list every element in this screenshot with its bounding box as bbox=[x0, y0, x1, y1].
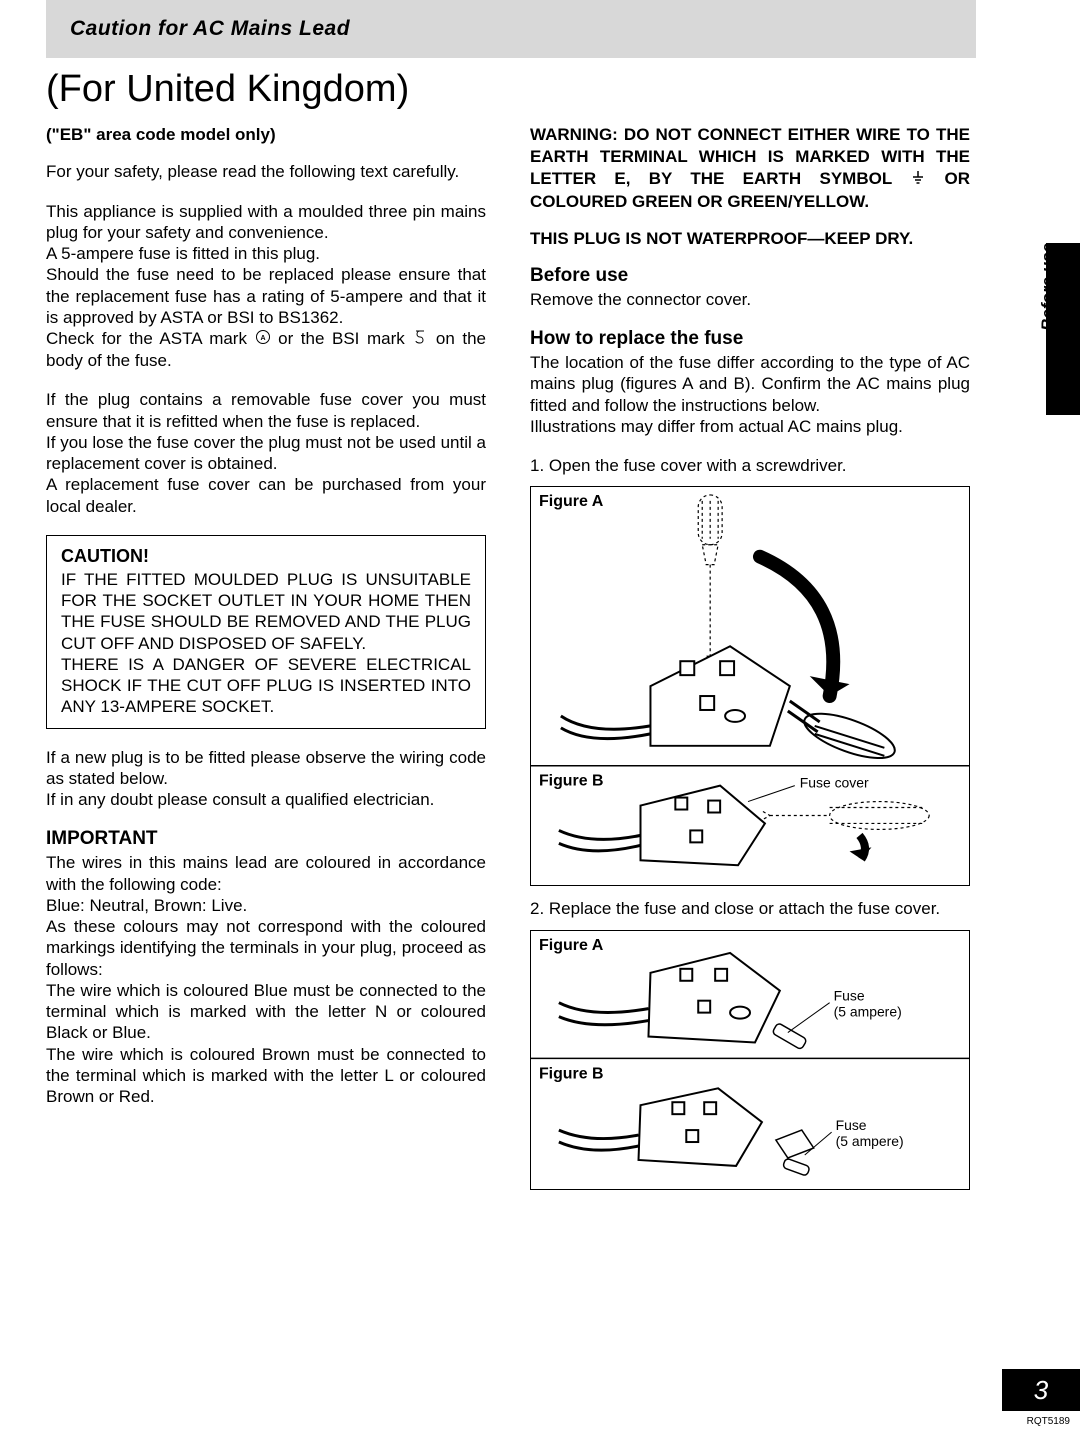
p2b: A 5-ampere fuse is fitted in this plug. bbox=[46, 243, 486, 264]
p2a: This appliance is supplied with a moulde… bbox=[46, 201, 486, 244]
imp2: Blue: Neutral, Brown: Live. bbox=[46, 895, 486, 916]
fuseA-amp: (5 ampere) bbox=[834, 1003, 902, 1019]
asta-mark-icon: A bbox=[255, 329, 271, 350]
figure-box-2: Figure A Fuse (5 ampere) Figure B bbox=[530, 930, 970, 1190]
imp5: The wire which is coloured Brown must be… bbox=[46, 1044, 486, 1108]
p3a: If the plug contains a removable fuse co… bbox=[46, 389, 486, 432]
eb-note: ("EB" area code model only) bbox=[46, 124, 486, 145]
fig1-labelA: Figure A bbox=[539, 493, 603, 511]
caution-body1: IF THE FITTED MOULDED PLUG IS UNSUITABLE… bbox=[61, 569, 471, 654]
step2: 2. Replace the fuse and close or attach … bbox=[530, 898, 970, 919]
fig2-labelB: Figure B bbox=[539, 1065, 604, 1082]
fuse-cover-label: Fuse cover bbox=[800, 775, 869, 791]
fuseA-label: Fuse bbox=[834, 987, 865, 1003]
caution-title: CAUTION! bbox=[61, 546, 471, 567]
figure-box-1: Figure A bbox=[530, 486, 970, 886]
fuseB-label: Fuse bbox=[836, 1117, 867, 1133]
replace-fuse-heading: How to replace the fuse bbox=[530, 328, 970, 350]
important-heading: IMPORTANT bbox=[46, 828, 486, 850]
doc-number: RQT5189 bbox=[1027, 1416, 1070, 1427]
earth-symbol-icon bbox=[910, 169, 926, 191]
before-use-text: Remove the connector cover. bbox=[530, 289, 970, 310]
bsi-mark-icon bbox=[412, 329, 428, 350]
p3c: A replacement fuse cover can be purchase… bbox=[46, 474, 486, 517]
caution-body2: THERE IS A DANGER OF SEVERE ELECTRICAL S… bbox=[61, 654, 471, 718]
imp1: The wires in this mains lead are coloure… bbox=[46, 852, 486, 895]
svg-text:A: A bbox=[260, 335, 265, 342]
p3b: If you lose the fuse cover the plug must… bbox=[46, 432, 486, 475]
dry-warning: THIS PLUG IS NOT WATERPROOF—KEEP DRY. bbox=[530, 229, 970, 249]
warning-text: WARNING: DO NOT CONNECT EITHER WIRE TO T… bbox=[530, 124, 970, 213]
step1: 1. Open the fuse cover with a screwdrive… bbox=[530, 455, 970, 476]
fig2-labelA: Figure A bbox=[539, 937, 603, 955]
header-title: Caution for AC Mains Lead bbox=[70, 17, 350, 41]
imp4: The wire which is coloured Blue must be … bbox=[46, 980, 486, 1044]
p2d-pre: Check for the ASTA mark bbox=[46, 329, 255, 348]
main-heading: (For United Kingdom) bbox=[46, 68, 409, 111]
p2d-mid: or the BSI mark bbox=[271, 329, 413, 348]
safety-intro: For your safety, please read the followi… bbox=[46, 161, 486, 182]
before-use-heading: Before use bbox=[530, 265, 970, 287]
left-column: ("EB" area code model only) For your saf… bbox=[46, 124, 486, 1107]
page-number: 3 bbox=[1002, 1369, 1080, 1411]
replace-p2: Illustrations may differ from actual AC … bbox=[530, 416, 970, 437]
p2c: Should the fuse need to be replaced plea… bbox=[46, 264, 486, 328]
side-label: Before use bbox=[1038, 243, 1058, 331]
warn-pre: WARNING: DO NOT CONNECT EITHER WIRE TO T… bbox=[530, 125, 970, 188]
imp3: As these colours may not correspond with… bbox=[46, 916, 486, 980]
right-column: WARNING: DO NOT CONNECT EITHER WIRE TO T… bbox=[530, 124, 970, 1202]
fig1-labelB: Figure B bbox=[539, 773, 604, 790]
fuseB-amp: (5 ampere) bbox=[836, 1133, 904, 1149]
caution-box: CAUTION! IF THE FITTED MOULDED PLUG IS U… bbox=[46, 535, 486, 729]
figure1-svg: Figure B Fuse cover bbox=[531, 487, 969, 885]
p2d: Check for the ASTA mark A or the BSI mar… bbox=[46, 328, 486, 371]
p4a: If a new plug is to be fitted please obs… bbox=[46, 747, 486, 790]
replace-p1: The location of the fuse differ accordin… bbox=[530, 352, 970, 416]
header-bar: Caution for AC Mains Lead bbox=[46, 0, 976, 58]
figure2-svg: Fuse (5 ampere) Figure B Fuse (5 ampere) bbox=[531, 931, 969, 1190]
p4b: If in any doubt please consult a qualifi… bbox=[46, 789, 486, 810]
